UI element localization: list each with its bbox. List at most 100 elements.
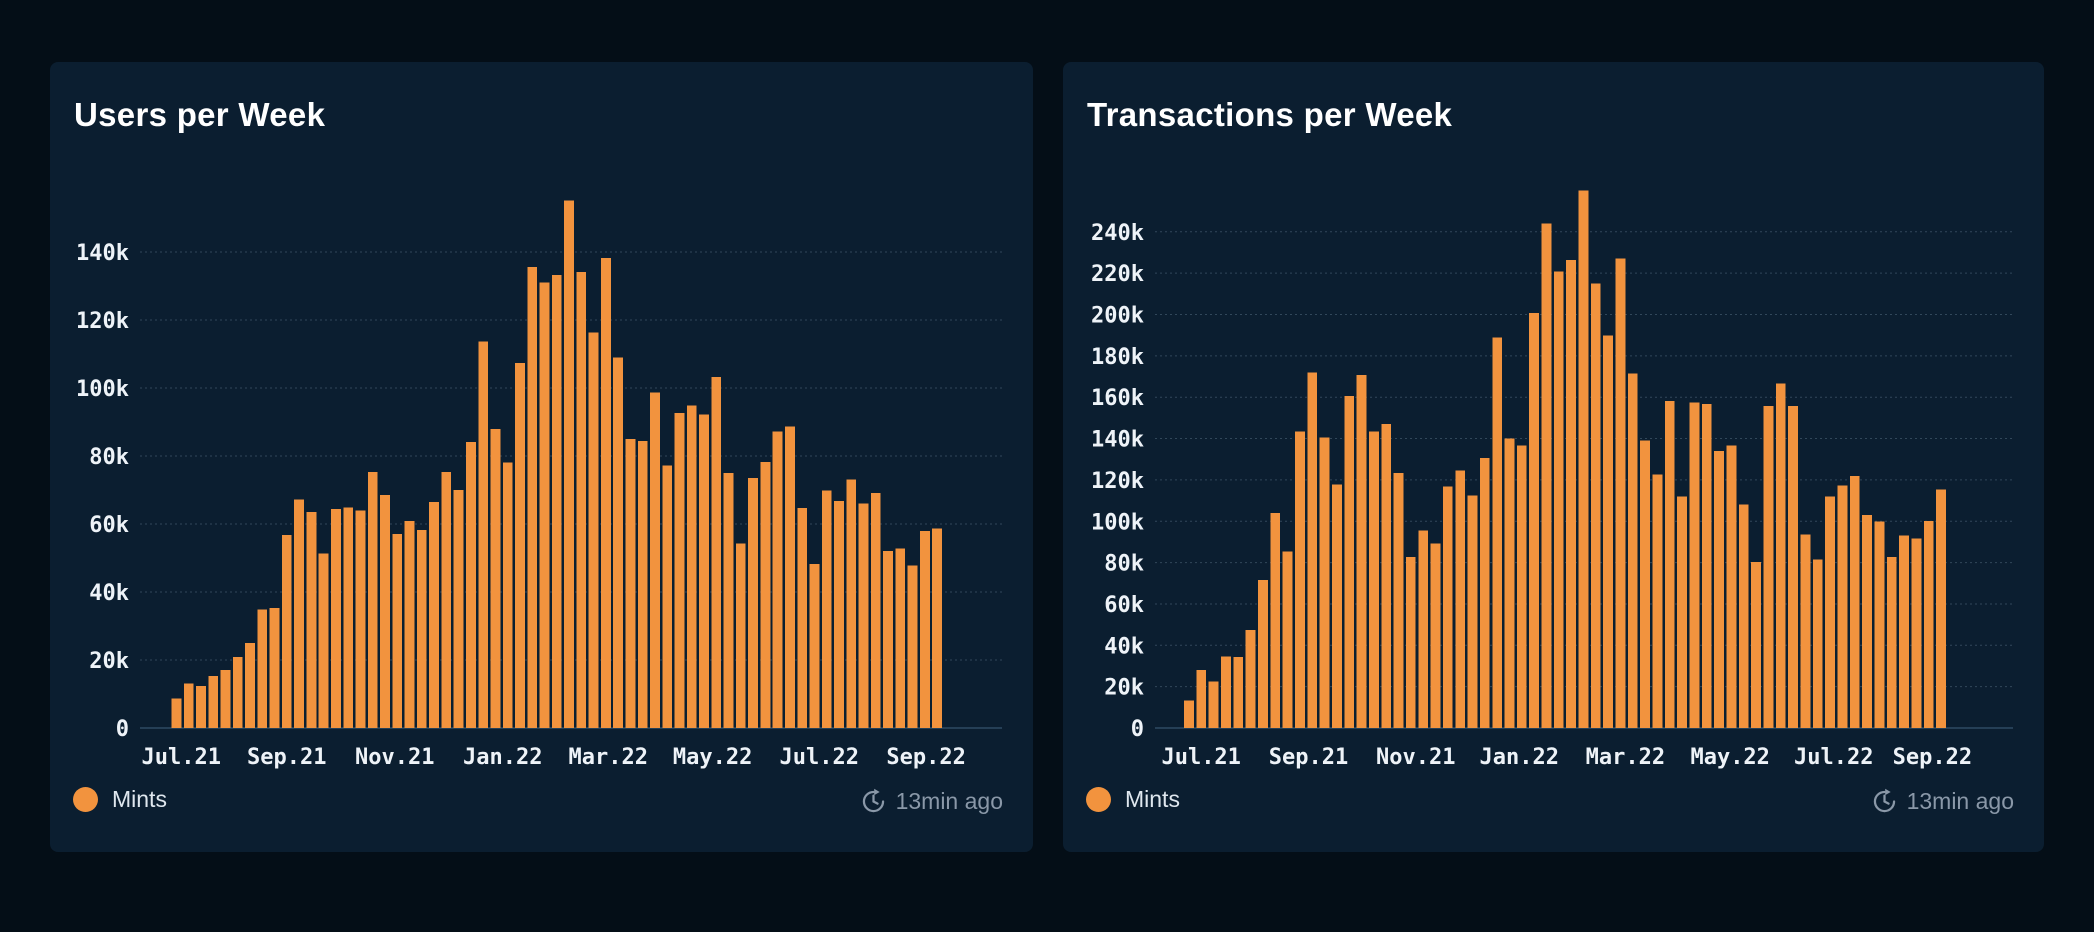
y-tick-label: 40k bbox=[1104, 634, 1144, 659]
bar-week-7 bbox=[245, 643, 255, 728]
bar-week-1 bbox=[171, 698, 182, 728]
x-tick-label: Sep.22 bbox=[886, 745, 965, 770]
legend-item-mints[interactable]: Mints bbox=[1086, 786, 1180, 813]
users-per-week-card: 0 20k 40k 60k 80k 100k 120k 140k Jul.21 Sep.21 Nov… bbox=[50, 62, 1033, 852]
y-tick-label: 80k bbox=[89, 445, 129, 470]
bar-week-46 bbox=[723, 473, 734, 728]
y-tick-label: 20k bbox=[1104, 676, 1144, 701]
bar-week-44 bbox=[1714, 450, 1724, 728]
bar-week-52 bbox=[1812, 559, 1823, 728]
bar-week-50 bbox=[772, 431, 783, 728]
bar-week-57 bbox=[858, 503, 869, 728]
bar-week-54 bbox=[1837, 485, 1848, 728]
legend-item-mints[interactable]: Mints bbox=[73, 786, 167, 813]
bar-week-60 bbox=[895, 548, 906, 728]
y-tick-label: 60k bbox=[89, 513, 129, 538]
bar-week-39 bbox=[637, 441, 648, 728]
bar-week-58 bbox=[1886, 556, 1897, 728]
bar-week-60 bbox=[1911, 538, 1922, 728]
bar-week-12 bbox=[306, 511, 317, 728]
bar-week-23 bbox=[441, 471, 452, 728]
bar-week-36 bbox=[600, 257, 611, 728]
bar-week-25 bbox=[465, 442, 476, 728]
bar-week-27 bbox=[1504, 438, 1515, 728]
last-updated: 13min ago bbox=[860, 788, 1003, 815]
transactions-per-week-chart: 0 20k 40k 60k 80k 100k 120k 140k 160k 180k 200k 220… bbox=[1091, 190, 2013, 770]
bar-week-9 bbox=[269, 607, 280, 728]
bar-week-59 bbox=[883, 551, 893, 728]
bar-week-48 bbox=[1763, 406, 1774, 728]
bar-week-37 bbox=[1627, 373, 1638, 728]
bar-week-35 bbox=[1603, 335, 1614, 728]
bar-week-37 bbox=[613, 357, 624, 728]
bar-week-18 bbox=[1393, 472, 1404, 728]
bar-week-3 bbox=[196, 685, 206, 728]
last-updated: 13min ago bbox=[1871, 788, 2014, 815]
bar-week-9 bbox=[1282, 551, 1293, 728]
bar-week-6 bbox=[1245, 630, 1256, 728]
bar-week-47 bbox=[1751, 561, 1761, 728]
bar-week-12 bbox=[1319, 437, 1330, 728]
bar-week-42 bbox=[1689, 402, 1700, 728]
bar-week-8 bbox=[257, 609, 268, 728]
y-tick-label: 200k bbox=[1091, 304, 1144, 329]
bar-week-20 bbox=[1418, 530, 1429, 728]
x-tick-label: Jul.22 bbox=[780, 745, 859, 770]
x-tick-label: Nov.21 bbox=[355, 745, 434, 770]
bar-week-27 bbox=[490, 428, 501, 728]
bar-week-43 bbox=[1701, 403, 1712, 728]
bar-week-56 bbox=[1862, 514, 1872, 728]
bar-week-4 bbox=[1220, 656, 1231, 728]
bar-week-11 bbox=[1307, 372, 1318, 728]
bar-week-17 bbox=[1381, 423, 1392, 728]
y-tick-label: 120k bbox=[1091, 469, 1144, 494]
bar-week-32 bbox=[1566, 259, 1577, 728]
bar-week-40 bbox=[650, 392, 660, 728]
bar-week-14 bbox=[331, 509, 341, 728]
bar-week-30 bbox=[1541, 223, 1552, 728]
y-tick-label: 80k bbox=[1104, 552, 1144, 577]
bar-week-35 bbox=[588, 332, 599, 728]
bar-week-57 bbox=[1874, 521, 1885, 728]
bar-week-1 bbox=[1184, 700, 1194, 728]
x-tick-label: Sep.21 bbox=[247, 745, 326, 770]
refresh-clock-icon[interactable] bbox=[1871, 788, 1898, 815]
bar-week-53 bbox=[809, 563, 820, 728]
bar-week-15 bbox=[343, 507, 354, 728]
bar-week-31 bbox=[539, 282, 550, 728]
bar-week-29 bbox=[515, 362, 525, 728]
x-tick-label: May.22 bbox=[673, 745, 752, 770]
bar-week-25 bbox=[1479, 457, 1490, 728]
bar-week-34 bbox=[1590, 283, 1601, 728]
bar-week-24 bbox=[453, 490, 464, 728]
y-tick-label: 220k bbox=[1091, 262, 1144, 287]
bar-week-61 bbox=[1923, 520, 1934, 728]
bar-week-13 bbox=[318, 553, 329, 728]
y-tick-label: 40k bbox=[89, 581, 129, 606]
bar-week-28 bbox=[502, 462, 513, 728]
bar-week-5 bbox=[1233, 656, 1244, 728]
bar-week-38 bbox=[625, 439, 636, 728]
refresh-clock-icon[interactable] bbox=[860, 788, 887, 815]
bar-week-41 bbox=[1677, 496, 1687, 728]
bar-week-21 bbox=[416, 529, 427, 728]
bar-week-51 bbox=[1800, 534, 1811, 728]
bar-week-48 bbox=[748, 477, 758, 728]
page-title: Transactions per Week bbox=[1087, 96, 1453, 133]
bar-week-19 bbox=[1405, 557, 1416, 728]
y-tick-label: 240k bbox=[1091, 221, 1144, 246]
bar-week-49 bbox=[1775, 383, 1786, 728]
y-tick-label: 140k bbox=[76, 241, 129, 266]
bar-week-39 bbox=[1652, 474, 1663, 728]
bar-week-10 bbox=[1294, 431, 1305, 728]
bar-week-47 bbox=[735, 543, 746, 728]
bar-week-55 bbox=[1849, 475, 1860, 728]
bar-week-17 bbox=[367, 471, 378, 728]
bar-week-43 bbox=[686, 405, 697, 728]
bar-week-51 bbox=[785, 426, 795, 728]
bar-week-50 bbox=[1788, 406, 1798, 728]
y-tick-label: 180k bbox=[1091, 345, 1144, 370]
x-tick-label: Sep.21 bbox=[1269, 745, 1348, 770]
bar-week-22 bbox=[1442, 486, 1453, 728]
